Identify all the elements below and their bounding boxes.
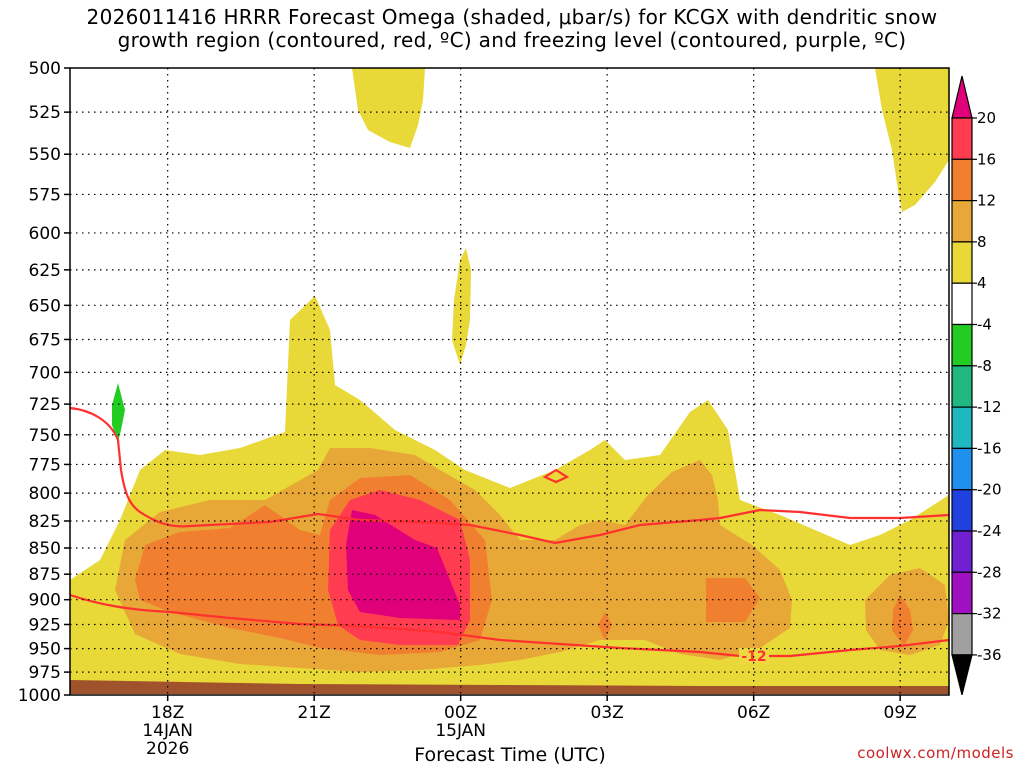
colorbar-swatch (951, 365, 973, 408)
colorbar-label: -20 (977, 481, 1002, 499)
ground-terrain (70, 680, 949, 694)
y-tick-label: 900 (29, 591, 61, 611)
colorbar-label: 20 (977, 109, 996, 127)
x-tick-date: 14JAN (142, 721, 193, 741)
x-tick-label: 18Z (151, 703, 184, 723)
omega-4-8-top-1 (352, 68, 425, 148)
plot-area: -12 500525550575600625650675700725750775… (18, 59, 950, 759)
x-tick-label: 03Z (591, 703, 624, 723)
dgz-contour-upper (69, 406, 950, 545)
colorbar-label: 12 (977, 192, 996, 210)
chart-title: 2026011416 HRRR Forecast Omega (shaded, … (0, 6, 1024, 52)
x-gridlines (167, 68, 901, 695)
omega-4-8-top-2 (875, 68, 949, 212)
y-tick-label: 750 (29, 426, 61, 446)
colorbar-swatch (951, 612, 973, 656)
omega-12-16-dot-1 (598, 612, 612, 640)
colorbar-swatch (951, 489, 973, 532)
colorbar-swatch (951, 158, 973, 202)
colorbar: 20 16 12 8 4 -4 -8 -12 -16 -20 -24 -28 -32 -36 (951, 75, 1002, 696)
colorbar-swatch (951, 406, 973, 450)
colorbar-label: 4 (977, 274, 987, 292)
x-tick-label: 09Z (884, 703, 917, 723)
y-tick-label: 725 (29, 395, 61, 415)
colorbar-swatch (951, 200, 973, 243)
colorbar-swatch (951, 282, 973, 326)
colorbar-label: -8 (977, 357, 992, 375)
chart-title-line-1: 2026011416 HRRR Forecast Omega (shaded, … (86, 5, 938, 29)
colorbar-bottom-triangle (951, 654, 973, 696)
x-tick-year: 2026 (146, 739, 189, 759)
colorbar-label: -36 (977, 646, 1002, 664)
colorbar-top-triangle (951, 75, 973, 119)
y-tick-label: 975 (29, 663, 61, 683)
y-gridlines (70, 111, 949, 673)
y-tick-label: 850 (29, 539, 61, 559)
source-credit: coolwx.com/models (857, 744, 1014, 762)
x-tick-label: 00Z (444, 703, 477, 723)
y-tick-label: 600 (29, 224, 61, 244)
colorbar-label: -12 (977, 398, 1002, 416)
y-tick-label: 1000 (18, 686, 61, 706)
colorbar-label: -24 (977, 522, 1002, 540)
colorbar-swatch (951, 530, 973, 573)
omega-12-16-box (706, 578, 760, 622)
colorbar-label: 8 (977, 233, 987, 251)
x-tick-date: 15JAN (435, 721, 486, 741)
colorbar-swatch (951, 447, 973, 491)
colorbar-swatch (951, 117, 973, 160)
y-tick-label: 500 (29, 59, 61, 79)
y-tick-label: 825 (29, 512, 61, 532)
omega-over-20-core (346, 510, 460, 620)
colorbar-label: -28 (977, 563, 1002, 581)
y-tick-label: 800 (29, 484, 61, 504)
y-tick-label: 775 (29, 455, 61, 475)
y-tick-label: 550 (29, 145, 61, 165)
x-tick-label: 06Z (737, 703, 770, 723)
x-axis-title: Forecast Time (UTC) (414, 744, 606, 766)
y-tick-label: 650 (29, 296, 61, 316)
colorbar-swatch (951, 323, 973, 367)
y-tick-label: 675 (29, 330, 61, 350)
x-tick-label: 21Z (298, 703, 331, 723)
y-tick-label: 950 (29, 640, 61, 660)
colorbar-swatch (951, 571, 973, 615)
y-tick-label: 925 (29, 615, 61, 635)
colorbar-swatch (951, 241, 973, 284)
plot-frame (69, 67, 950, 696)
y-axis: 500 525 550 575 600 625 650 675 700 725 750 775 800 8… (18, 59, 70, 706)
colorbar-label: 16 (977, 150, 996, 168)
chart-title-line-2: growth region (contoured, red, ºC) and f… (117, 28, 907, 52)
y-tick-label: 625 (29, 261, 61, 281)
y-tick-label: 875 (29, 565, 61, 585)
dgz-contour-lower (69, 593, 950, 658)
dgz-contour-loop (542, 468, 570, 484)
colorbar-label: -4 (977, 316, 992, 334)
omega-12-16-dot-2 (892, 595, 913, 646)
omega-neg-4-8-streak (112, 383, 125, 442)
y-tick-label: 525 (29, 103, 61, 123)
colorbar-label: -16 (977, 439, 1002, 457)
omega-4-8-mid (452, 248, 471, 365)
y-tick-label: 700 (29, 363, 61, 383)
colorbar-label: -32 (977, 605, 1002, 623)
y-tick-label: 575 (29, 185, 61, 205)
